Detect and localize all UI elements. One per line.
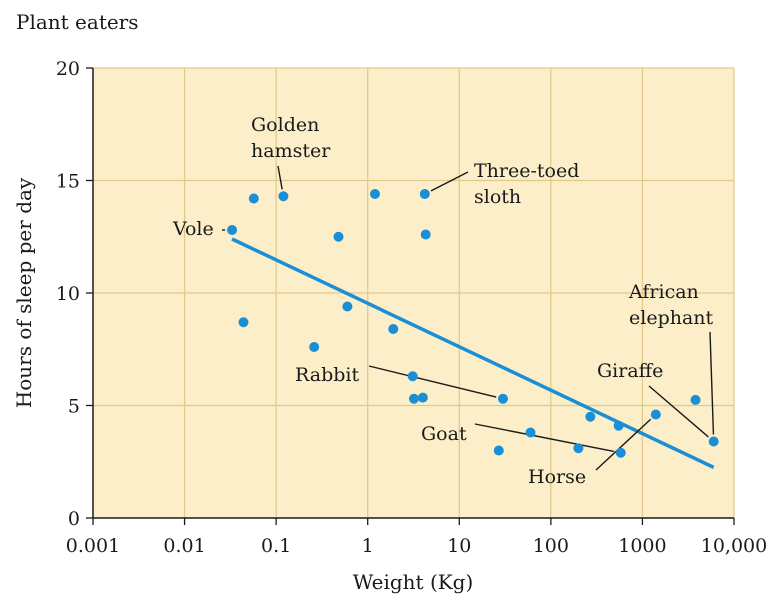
data-point <box>369 189 380 199</box>
data-point <box>278 191 289 202</box>
annotation-leader <box>648 385 709 438</box>
data-point <box>309 342 320 352</box>
annotation-rabbit: Rabbit <box>295 364 359 386</box>
annotation-hamster: hamster <box>251 140 331 162</box>
data-point <box>238 317 249 328</box>
x-tick-label: 1 <box>362 535 374 557</box>
data-point <box>497 393 508 404</box>
annotation-leaders <box>222 165 715 471</box>
annotation-leader <box>474 423 615 453</box>
annotation-leader <box>709 331 715 435</box>
y-tick-label: 15 <box>56 171 80 193</box>
data-point <box>615 447 626 458</box>
annotation-sloth: sloth <box>474 186 521 208</box>
data-point <box>333 231 344 242</box>
y-tick-label: 5 <box>68 396 80 418</box>
data-point <box>493 445 504 456</box>
regression-line <box>231 237 715 469</box>
x-tick-label: 100 <box>533 535 569 557</box>
data-point <box>227 225 238 235</box>
annotation-goat: Goat <box>421 423 467 445</box>
annotation-vole: Vole <box>172 218 214 240</box>
data-point <box>613 420 624 431</box>
x-tick-label: 0.001 <box>66 535 120 557</box>
data-point <box>408 393 419 404</box>
data-point <box>573 443 584 454</box>
annotation-leader <box>368 365 497 398</box>
data-point <box>690 394 701 405</box>
x-tick-label: 0.1 <box>261 535 291 557</box>
annotation-three-toed: Three-toed <box>474 160 579 182</box>
grid-lines <box>93 67 735 518</box>
annotation-horse: Horse <box>528 466 586 488</box>
axis-ticks: 0.001 0.01 0.1 1 10 100 1000 10,000 0 5 10 15 20 <box>56 58 767 557</box>
annotation-leader <box>277 165 283 190</box>
x-axis-title: Weight (Kg) <box>353 570 474 594</box>
data-point <box>407 371 418 382</box>
data-point <box>650 409 661 420</box>
annotation-african: African <box>628 281 699 303</box>
data-point <box>417 392 428 403</box>
annotation-leader <box>430 171 469 192</box>
chart-title: Plant eaters <box>16 10 139 34</box>
data-point <box>708 436 719 447</box>
annotation-giraffe: Giraffe <box>597 360 663 382</box>
data-point <box>388 324 399 334</box>
annotation-leader <box>595 418 652 471</box>
x-tick-label: 0.01 <box>163 535 205 557</box>
y-axis-title: Hours of sleep per day <box>12 177 36 408</box>
fit-line <box>231 237 715 469</box>
annotation-golden: Golden <box>251 114 319 136</box>
data-point <box>420 229 431 240</box>
x-tick-label: 1000 <box>618 535 666 557</box>
data-point <box>342 301 353 312</box>
data-point <box>419 189 430 199</box>
annotation-elephant: elephant <box>629 307 714 329</box>
y-tick-label: 20 <box>56 58 80 80</box>
y-tick-label: 0 <box>68 508 80 530</box>
y-tick-label: 10 <box>56 283 80 305</box>
data-point <box>248 193 259 204</box>
data-point <box>525 427 536 438</box>
data-points <box>227 189 719 458</box>
x-tick-label: 10,000 <box>701 535 767 557</box>
data-point <box>585 411 596 422</box>
x-tick-label: 10 <box>447 535 471 557</box>
